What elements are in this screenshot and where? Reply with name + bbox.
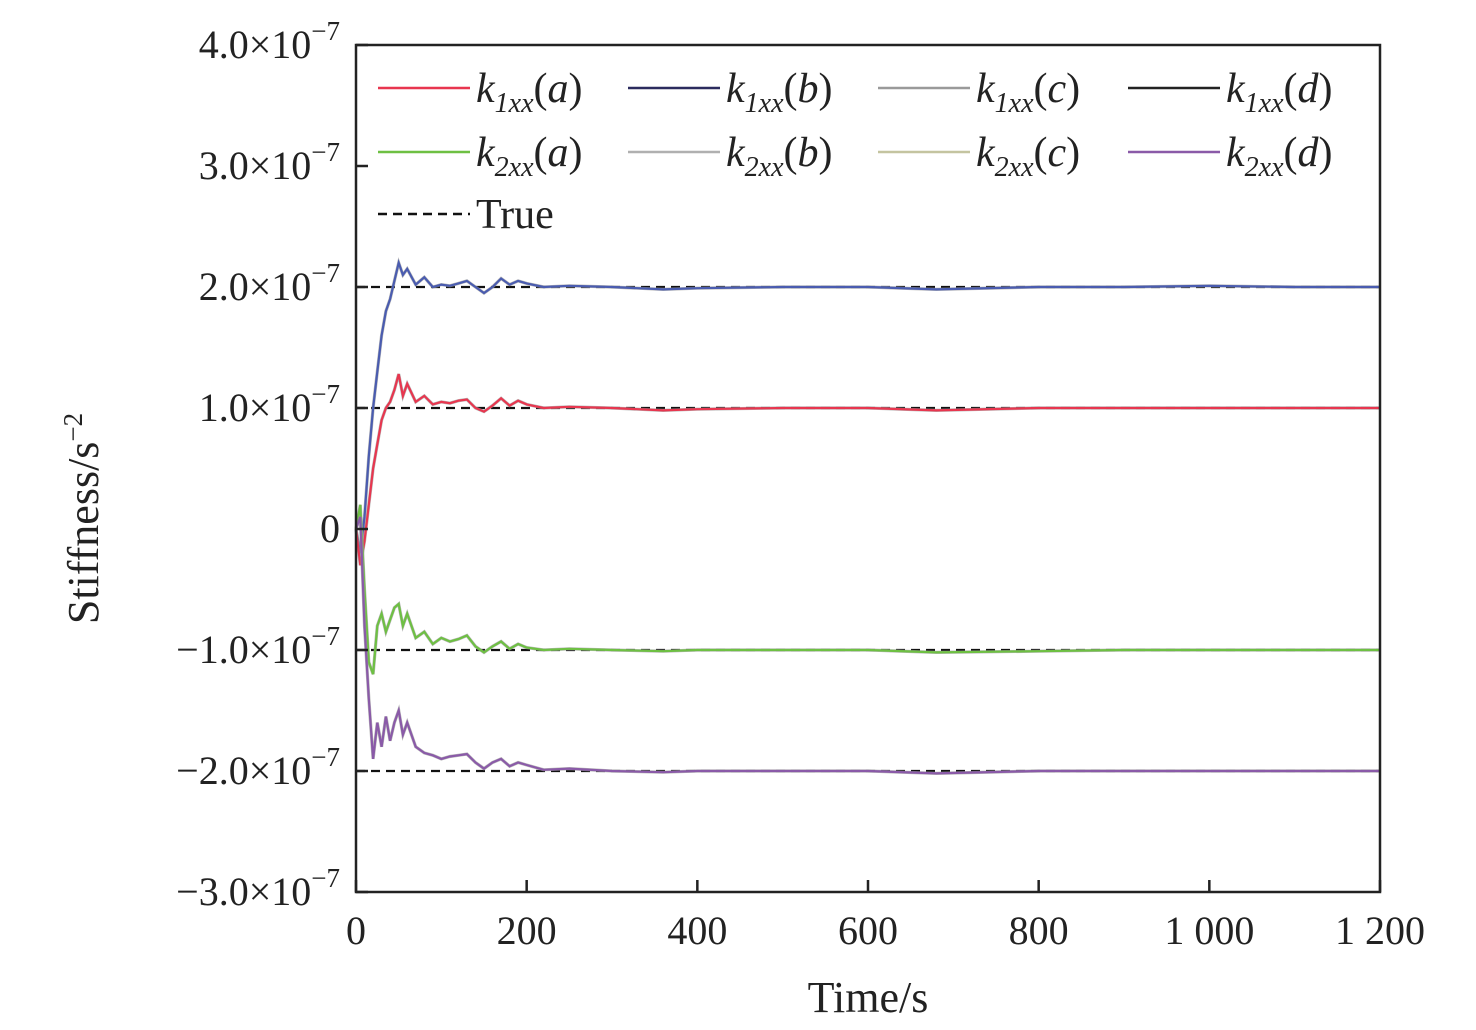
- legend-item: k2xx(c): [878, 130, 1080, 183]
- y-axis-title-exponent: −2: [58, 413, 88, 442]
- series-line-k1xx(b): [354, 258, 1380, 554]
- x-tick-label: 1 200: [1335, 908, 1425, 953]
- legend-label: k1xx(b): [726, 66, 833, 119]
- legend-label: k2xx(a): [476, 130, 583, 183]
- true-lines: [356, 285, 1380, 773]
- legend-item: k2xx(d): [1128, 130, 1333, 183]
- legend-item: True: [378, 192, 554, 238]
- series-line-k2xx(a): [354, 504, 1380, 675]
- legend-label: True: [476, 192, 554, 238]
- x-tick-label: 0: [346, 908, 366, 953]
- y-tick-label: −3.0×10−7: [176, 863, 340, 914]
- y-tick-label: 1.0×10−7: [199, 379, 340, 430]
- y-tick-label: −2.0×10−7: [176, 742, 340, 793]
- legend-item: k2xx(b): [628, 130, 833, 183]
- series-line-k1xx(a): [354, 373, 1380, 566]
- series-shadow-1: [354, 373, 1380, 566]
- legend-item: k1xx(a): [378, 66, 583, 119]
- legend: k1xx(a) k1xx(b) k1xx(c) k1xx(d) k2xx(a) k2xx(…: [378, 66, 1333, 238]
- series-shadow-3: [354, 516, 1380, 776]
- x-tick-label: 600: [838, 908, 898, 953]
- legend-label: k1xx(a): [476, 66, 583, 119]
- legend-label: k2xx(b): [726, 130, 833, 183]
- y-tick-label: 3.0×10−7: [199, 137, 340, 188]
- x-tick-label: 800: [1009, 908, 1069, 953]
- x-tick-label: 400: [667, 908, 727, 953]
- y-ticks: 4.0×10−7 3.0×10−7 2.0×10−7 1.0×10−7 0 −1.0×10…: [176, 16, 368, 914]
- series-line-k2xx(d): [354, 516, 1380, 775]
- x-tick-label: 1 000: [1164, 908, 1254, 953]
- legend-item: k1xx(d): [1128, 66, 1333, 119]
- legend-label: k2xx(d): [1226, 130, 1333, 183]
- y-tick-label: 4.0×10−7: [199, 16, 340, 67]
- legend-label: k2xx(c): [976, 130, 1080, 183]
- x-ticks: 0 200 400 600 800 1 000 1 200: [346, 880, 1425, 953]
- legend-label: k1xx(c): [976, 66, 1080, 119]
- legend-item: k2xx(a): [378, 130, 583, 183]
- y-tick-label: −1.0×10−7: [176, 621, 340, 672]
- data-series: [354, 257, 1380, 776]
- y-axis-title-base: Stiffness/s: [59, 442, 108, 625]
- legend-item: k1xx(b): [628, 66, 833, 119]
- y-tick-label: 2.0×10−7: [199, 258, 340, 309]
- legend-label: k1xx(d): [1226, 66, 1333, 119]
- y-axis-title: Stiffness/s−2: [58, 413, 108, 624]
- x-axis-title: Time/s: [808, 973, 929, 1022]
- x-tick-label: 200: [497, 908, 557, 953]
- y-tick-label: 0: [320, 506, 340, 551]
- legend-item: k1xx(c): [878, 66, 1080, 119]
